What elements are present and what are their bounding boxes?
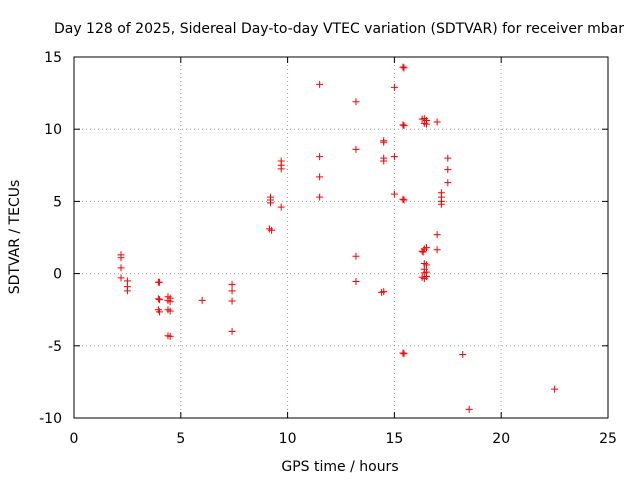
plot-frame — [73, 56, 609, 419]
y-tick-label: 10 — [44, 122, 62, 138]
data-point — [155, 278, 163, 286]
data-point — [228, 280, 236, 288]
data-point — [399, 195, 407, 203]
data-point — [399, 121, 407, 129]
data-point — [390, 190, 398, 198]
data-point — [380, 288, 388, 296]
data-point — [166, 307, 174, 315]
grid-lines — [74, 57, 608, 418]
data-point — [316, 193, 324, 201]
data-point — [400, 196, 408, 204]
data-point — [437, 200, 445, 208]
x-axis-label: GPS time / hours — [281, 459, 398, 475]
x-tick-label: 15 — [385, 431, 403, 447]
data-point — [551, 385, 559, 393]
data-point — [352, 98, 360, 106]
data-point — [433, 246, 441, 254]
data-point — [155, 308, 163, 316]
y-tick-label: 15 — [44, 50, 62, 66]
y-tick-label: 0 — [53, 267, 62, 283]
data-point — [400, 64, 408, 72]
data-point — [228, 297, 236, 305]
data-point — [117, 264, 125, 272]
data-point — [267, 199, 275, 207]
data-point — [380, 138, 388, 146]
data-point — [419, 248, 427, 256]
data-point — [154, 295, 162, 303]
y-tick-label: 5 — [53, 194, 62, 210]
data-point — [228, 287, 236, 295]
x-tick-label: 20 — [492, 431, 510, 447]
data-point — [277, 165, 285, 173]
data-point — [166, 298, 174, 306]
x-tick-label: 5 — [176, 431, 185, 447]
data-point — [465, 405, 473, 413]
data-point — [352, 278, 360, 286]
data-point — [390, 83, 398, 91]
data-point — [390, 153, 398, 161]
data-point — [422, 244, 430, 252]
data-point — [352, 145, 360, 153]
data-point — [352, 252, 360, 260]
data-point — [166, 332, 174, 340]
y-tick-label: -5 — [48, 339, 62, 355]
x-tick-label: 25 — [599, 431, 617, 447]
x-tick-label: 10 — [279, 431, 297, 447]
data-point — [399, 349, 407, 357]
x-tick-label: 0 — [70, 431, 79, 447]
data-point — [117, 274, 125, 282]
data-point — [422, 261, 430, 269]
y-axis-label: SDTVAR / TECUs — [7, 180, 23, 295]
data-point — [316, 173, 324, 181]
data-point — [399, 63, 407, 71]
data-points — [117, 63, 559, 413]
data-point — [459, 350, 467, 358]
data-point — [433, 118, 441, 126]
data-point — [123, 287, 131, 295]
data-point — [400, 122, 408, 130]
data-point — [422, 120, 430, 128]
data-point — [268, 226, 276, 234]
chart-title: Day 128 of 2025, Sidereal Day-to-day VTE… — [54, 21, 624, 37]
data-point — [422, 272, 430, 280]
data-point — [433, 231, 441, 239]
data-point — [277, 203, 285, 211]
data-point — [316, 153, 324, 161]
data-point — [380, 157, 388, 165]
data-point — [316, 80, 324, 88]
data-point — [155, 296, 163, 304]
data-point — [400, 350, 408, 358]
y-tick-label: -10 — [39, 411, 62, 427]
data-point — [444, 179, 452, 187]
data-point — [198, 296, 206, 304]
data-point — [444, 166, 452, 174]
data-point — [228, 327, 236, 335]
data-point — [117, 254, 125, 262]
data-point — [444, 154, 452, 162]
axis-ticks: 0 5 10 15 20 25 -10 -5 0 5 10 15 — [39, 50, 617, 447]
